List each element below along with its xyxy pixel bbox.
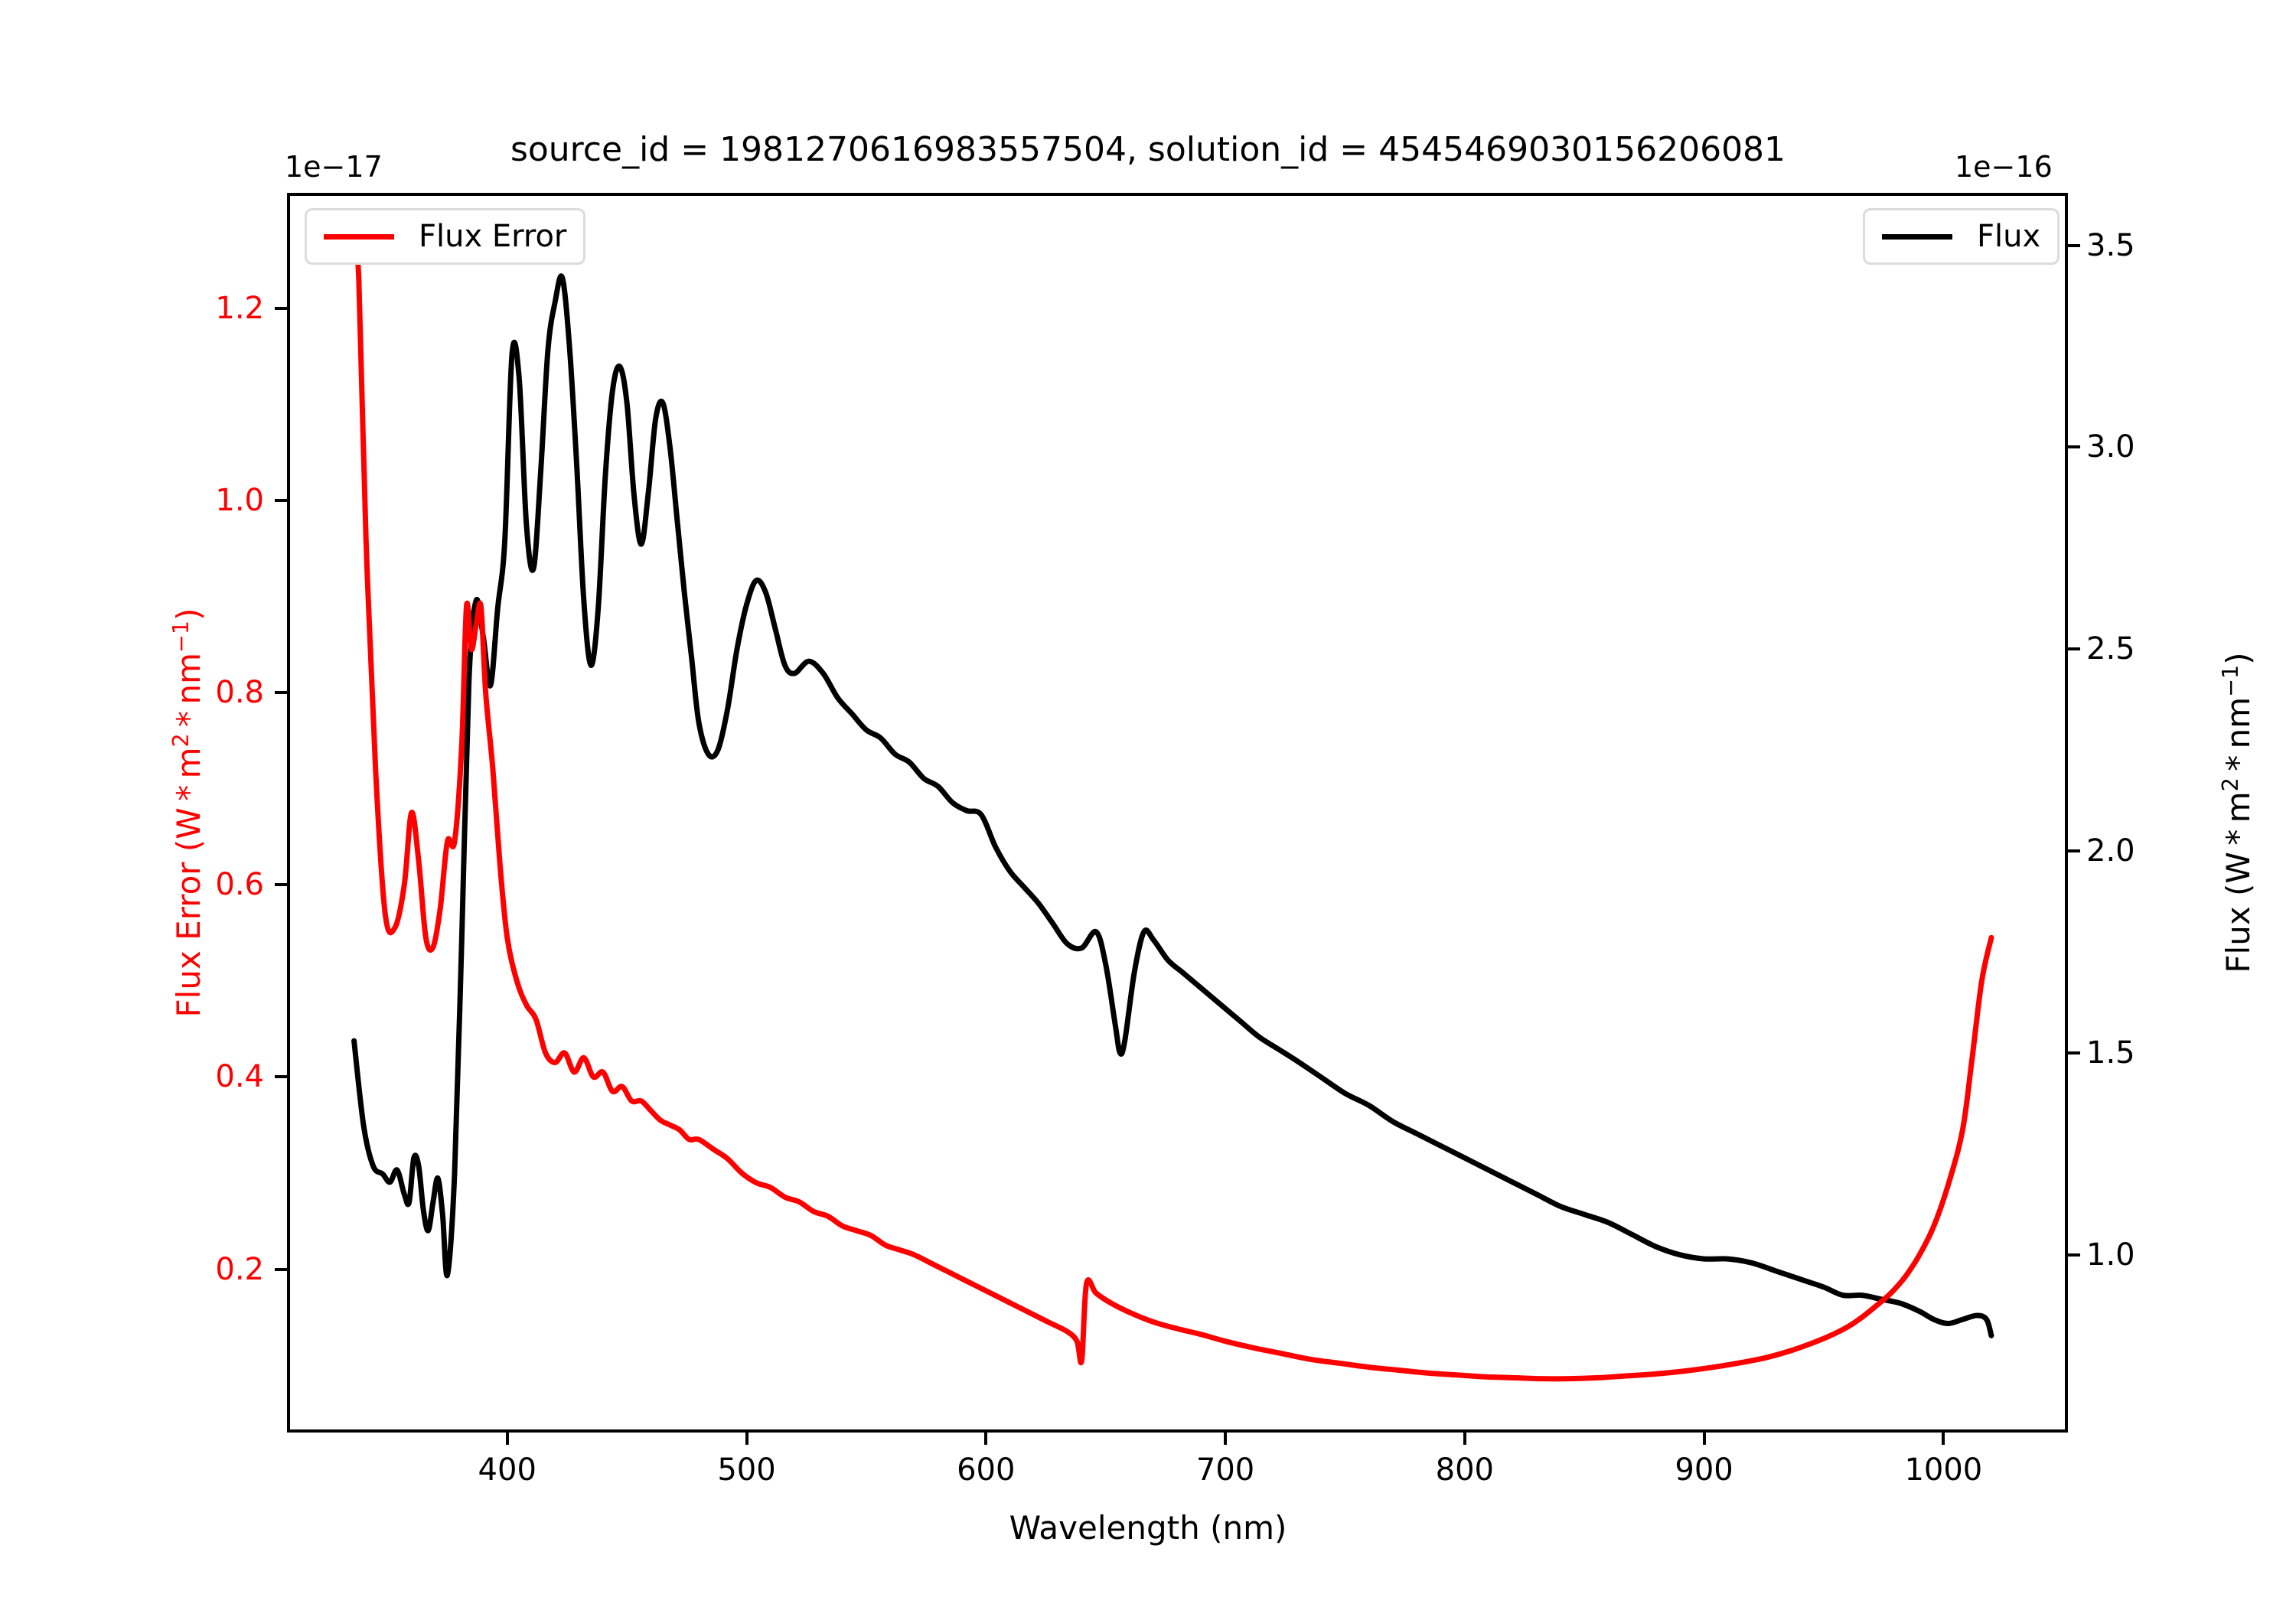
- x-tick-label: 700: [1195, 1452, 1255, 1488]
- x-tick-mark: [1463, 1433, 1466, 1445]
- right-y-axis-label: Flux (W * m2 * nm−1): [2217, 652, 2257, 973]
- x-tick-label: 1000: [1904, 1452, 1983, 1488]
- legend-line-swatch-red: [324, 233, 394, 240]
- plot-area: [351, 246, 1994, 1382]
- left-y-tick-mark: [275, 498, 287, 502]
- x-tick-mark: [745, 1433, 748, 1445]
- x-tick-mark: [1942, 1433, 1945, 1445]
- left-y-tick-label: 0.4: [215, 1059, 264, 1095]
- legend-flux[interactable]: Flux: [1863, 208, 2060, 265]
- left-y-axis-label: Flux Error (W * m2 * nm−1): [168, 608, 207, 1018]
- right-y-tick-label: 1.5: [2086, 1035, 2135, 1071]
- x-tick-label: 900: [1675, 1452, 1733, 1488]
- legend-flux-error[interactable]: Flux Error: [305, 208, 586, 265]
- right-y-tick-label: 2.0: [2086, 833, 2135, 869]
- right-y-tick-mark: [2068, 1253, 2080, 1257]
- right-y-tick-label: 2.5: [2086, 631, 2135, 667]
- right-y-tick-mark: [2068, 243, 2080, 247]
- right-y-tick-mark: [2068, 849, 2080, 853]
- flux-line: [351, 273, 1994, 1338]
- x-tick-mark: [1224, 1433, 1228, 1445]
- left-y-tick-mark: [275, 306, 287, 310]
- x-tick-label: 800: [1435, 1452, 1494, 1488]
- right-y-tick-mark: [2068, 445, 2080, 449]
- left-y-tick-mark: [275, 1267, 287, 1271]
- x-tick-mark: [505, 1433, 509, 1445]
- left-y-tick-mark: [275, 883, 287, 887]
- right-axis-offset-label: 1e−16: [1955, 150, 2053, 184]
- x-tick-mark: [984, 1433, 988, 1445]
- left-y-tick-label: 0.8: [215, 675, 264, 711]
- right-y-tick-label: 3.5: [2086, 227, 2135, 263]
- right-y-tick-label: 1.0: [2086, 1237, 2135, 1273]
- x-tick-label: 500: [717, 1452, 776, 1488]
- left-y-tick-label: 0.6: [215, 867, 264, 903]
- left-y-tick-mark: [275, 691, 287, 695]
- x-axis-label: Wavelength (nm): [1009, 1509, 1287, 1547]
- left-y-tick-label: 1.0: [215, 482, 264, 518]
- left-y-tick-label: 0.2: [215, 1251, 264, 1287]
- flux-error-line: [351, 246, 1994, 1382]
- x-tick-label: 400: [478, 1452, 536, 1488]
- legend-label-flux-error: Flux Error: [419, 219, 567, 254]
- right-y-tick-label: 3.0: [2086, 429, 2135, 465]
- legend-line-swatch-black: [1882, 233, 1952, 240]
- right-y-tick-mark: [2068, 1051, 2080, 1054]
- legend-label-flux: Flux: [1977, 219, 2041, 254]
- x-tick-mark: [1702, 1433, 1706, 1445]
- left-axis-offset-label: 1e−17: [285, 150, 383, 184]
- left-y-tick-label: 1.2: [215, 290, 264, 326]
- right-y-tick-mark: [2068, 647, 2080, 651]
- x-tick-label: 600: [957, 1452, 1016, 1488]
- left-y-tick-mark: [275, 1075, 287, 1079]
- page-title: source_id = 1981270616983557504, solutio…: [510, 130, 1786, 169]
- axes-frame: [287, 193, 2068, 1433]
